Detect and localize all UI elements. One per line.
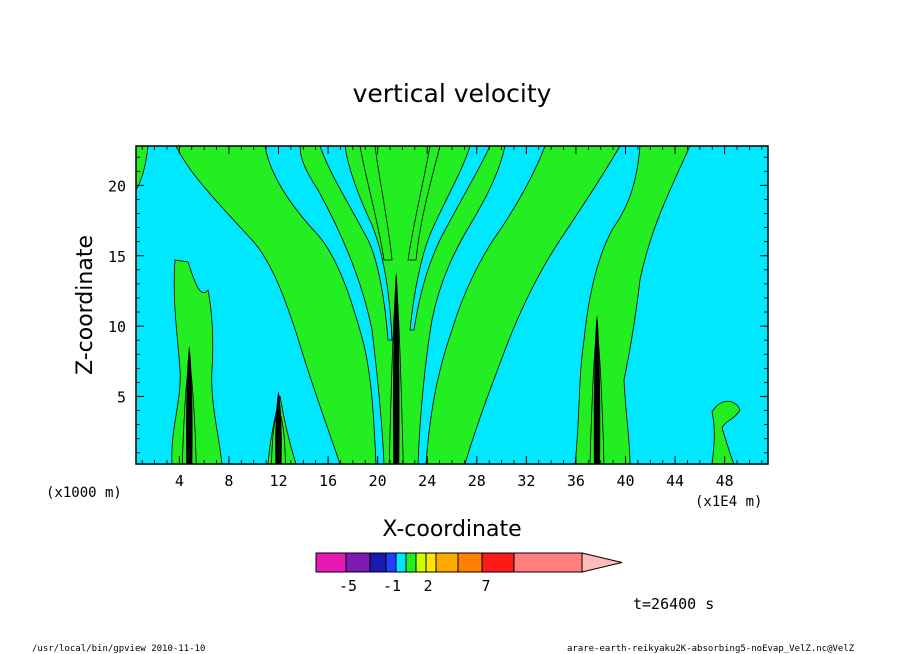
colorbar-tick-label: -5	[339, 577, 357, 595]
y-tick-label: 20	[108, 177, 126, 195]
contour-region-center-streaks	[359, 146, 441, 261]
updraft-cores	[181, 272, 605, 465]
colorbar-swatch	[457, 552, 483, 573]
chart-title: vertical velocity	[353, 79, 552, 108]
x-tick-label: 44	[666, 472, 684, 490]
y-tick-label: 15	[108, 248, 126, 266]
x-unit-note: (x1E4 m)	[695, 494, 762, 510]
updraft-core	[392, 272, 400, 464]
colorbar-tick-label: -1	[383, 577, 401, 595]
colorbar-tick-label: 7	[481, 577, 490, 595]
x-tick-label: 28	[468, 472, 486, 490]
colorbar-swatch	[405, 552, 417, 573]
colorbar-swatch	[435, 552, 459, 573]
x-tick-label: 8	[224, 472, 233, 490]
y-axis-label: Z-coordinate	[73, 235, 98, 375]
colorbar-swatch	[425, 552, 437, 573]
y-tick-label: 5	[117, 388, 126, 406]
time-label: t=26400 s	[633, 595, 714, 613]
x-tick-label: 40	[616, 472, 634, 490]
colorbar-tick-label: 2	[423, 577, 432, 595]
colorbar-swatch	[385, 552, 397, 573]
contour-region-blob-far-right	[711, 400, 741, 464]
updraft-contour	[181, 360, 197, 465]
colorbar	[315, 552, 623, 573]
contour-region-inner-gap-right	[417, 146, 546, 464]
x-tick-label: 4	[175, 472, 184, 490]
x-tick-label: 36	[567, 472, 585, 490]
colorbar-swatch	[481, 552, 515, 573]
colorbar-swatch	[315, 552, 347, 573]
x-tick-label: 48	[716, 472, 734, 490]
colorbar-swatch	[415, 552, 427, 573]
x-tick-label: 20	[369, 472, 387, 490]
contour-region-inner-gap-center-left	[319, 146, 393, 341]
contour-region-cell-mid	[267, 395, 297, 464]
x-tick-label: 32	[517, 472, 535, 490]
y-tick-label: 10	[108, 318, 126, 336]
x-tick-label: 12	[269, 472, 287, 490]
colorbar-swatch	[395, 552, 407, 573]
updraft-contour	[388, 287, 404, 465]
x-tick-label: 16	[319, 472, 337, 490]
colorbar-arrow	[581, 552, 623, 573]
updraft-contour	[271, 405, 286, 465]
updraft-core	[275, 390, 282, 464]
colorbar-swatch	[369, 552, 387, 573]
colorbar-swatch	[513, 552, 583, 573]
footer-right: arare-earth-reikyaku2K-absorbing5-noEvap…	[567, 644, 855, 654]
footer-left: /usr/local/bin/gpview 2010-11-10	[32, 644, 205, 654]
contour-region-inner-gap-left	[264, 146, 385, 464]
x-axis-label: X-coordinate	[382, 517, 521, 542]
colorbar-labels: -5 -1 2 7	[339, 577, 491, 595]
colorbar-swatch	[345, 552, 371, 573]
updraft-contour	[589, 329, 605, 465]
updraft-core	[593, 314, 601, 464]
contour-region-inner-gap-center-right	[409, 146, 491, 331]
y-unit-note: (x1000 m)	[46, 485, 122, 501]
x-tick-label: 24	[418, 472, 436, 490]
